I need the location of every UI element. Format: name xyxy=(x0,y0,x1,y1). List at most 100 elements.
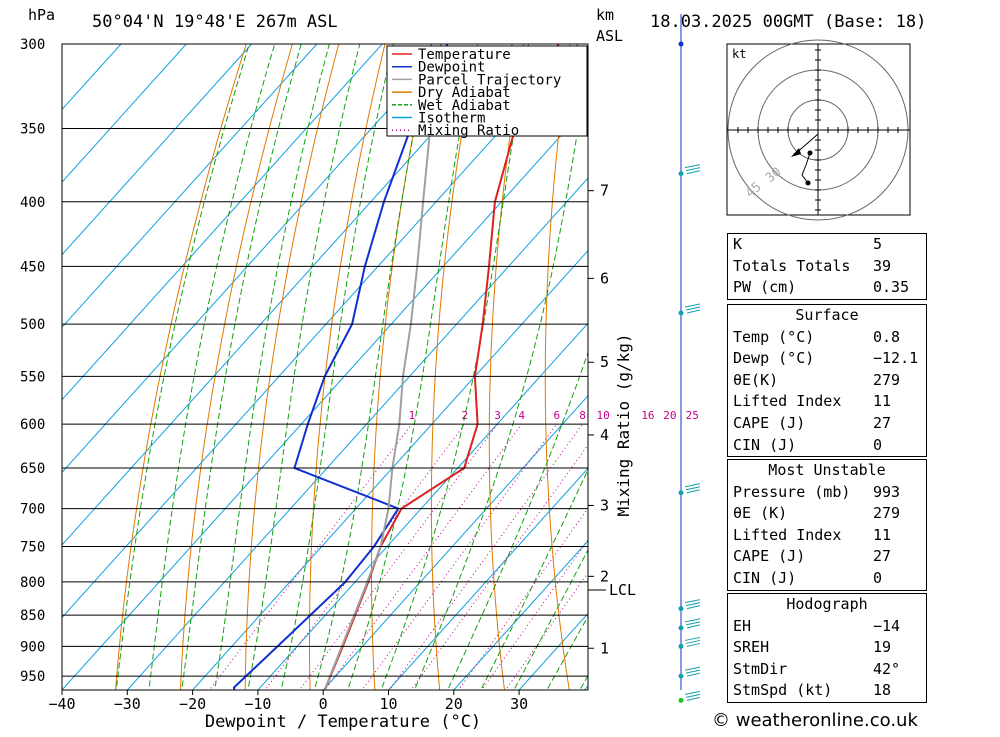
hodograph-table-row-value: 18 xyxy=(873,681,892,700)
x-tick-label: 0 xyxy=(319,695,328,713)
isotherm-line xyxy=(322,395,588,690)
hodograph-table-row-label: StmSpd (kt) xyxy=(733,681,833,700)
mixing-ratio-line xyxy=(208,423,413,690)
mixing-ratio-label: 6 xyxy=(553,409,560,422)
surface-row-value: 0 xyxy=(873,435,883,454)
height-tick-label: 5 xyxy=(600,353,609,371)
surface-row-value: −12.1 xyxy=(873,349,919,368)
surface-row: Dewp (°C) −12.1 xyxy=(728,348,926,370)
height-tick-label: 2 xyxy=(600,567,609,585)
pressure-tick-label: 400 xyxy=(20,195,45,211)
height-tick-label: 3 xyxy=(600,496,609,514)
wet-adiabat-line xyxy=(247,44,361,690)
wind-barb xyxy=(684,599,701,610)
wind-level-dot xyxy=(678,41,684,47)
surface-row-value: 279 xyxy=(873,370,901,389)
most-unstable-row: CAPE (J) 27 xyxy=(728,546,926,568)
isotherm-line xyxy=(62,44,252,256)
hodograph-table-row-label: EH xyxy=(733,616,752,635)
index-row: PW (cm) 0.35 xyxy=(728,277,926,299)
indices-panel: K 5 Totals Totals 39 PW (cm) 0.35 xyxy=(727,233,927,300)
mixing-ratio-line xyxy=(410,444,588,690)
isotherm-line xyxy=(62,104,588,690)
most-unstable-row: Pressure (mb) 993 xyxy=(728,482,926,504)
most-unstable-row-label: CIN (J) xyxy=(733,568,797,587)
pressure-tick-label: 550 xyxy=(20,369,45,385)
plot-frame xyxy=(61,43,589,691)
height-tick-label: 4 xyxy=(600,426,609,444)
location-title: 50°04'N 19°48'E 267m ASL xyxy=(92,12,338,32)
hodograph-table-row-value: 19 xyxy=(873,638,892,657)
mixing-ratio-axis-label: Mixing Ratio (g/kg) xyxy=(614,333,633,516)
most-unstable-row-value: 993 xyxy=(873,482,901,501)
x-tick-label: 10 xyxy=(379,695,397,713)
most-unstable-row-label: CAPE (J) xyxy=(733,547,806,566)
index-row-value: 5 xyxy=(873,235,883,253)
dry-adiabat-line xyxy=(652,44,702,704)
index-row-value: 39 xyxy=(873,256,892,275)
pressure-tick-label: 750 xyxy=(20,539,45,555)
pressure-tick-label: 500 xyxy=(20,317,45,333)
x-tick-label: 20 xyxy=(445,695,463,713)
surface-row: CAPE (J) 27 xyxy=(728,413,926,435)
hodograph-table-row: StmDir 42° xyxy=(728,659,926,681)
surface-row: CIN (J) 0 xyxy=(728,435,926,457)
dry-adiabat-line xyxy=(115,44,247,690)
wet-adiabat-line xyxy=(546,615,588,690)
hodograph-point xyxy=(807,150,813,156)
isotherm-line xyxy=(62,44,318,328)
datetime-title: 18.03.2025 00GMT (Base: 18) xyxy=(650,12,927,32)
wet-adiabat-line xyxy=(181,44,302,690)
hodograph-table-row-label: SREH xyxy=(733,638,770,657)
pressure-tick-label: 300 xyxy=(20,37,45,53)
most-unstable-title: Most Unstable xyxy=(768,461,886,479)
surface-row: θE(K) 279 xyxy=(728,370,926,392)
pressure-unit-label: hPa xyxy=(28,6,55,24)
wind-barb xyxy=(684,618,701,629)
lcl-label: LCL xyxy=(609,581,636,599)
surface-row-label: Dewp (°C) xyxy=(733,349,815,368)
index-row-label: Totals Totals xyxy=(733,256,851,275)
legend-entry: Parcel Trajectory xyxy=(418,72,561,88)
most-unstable-row-value: 11 xyxy=(873,525,892,544)
legend-entry: Dewpoint xyxy=(418,60,485,76)
most-unstable-row: θE (K) 279 xyxy=(728,503,926,525)
index-row-label: K xyxy=(733,235,743,253)
wind-level-dot xyxy=(678,606,684,612)
legend-entry: Dry Adiabat xyxy=(418,85,511,101)
surface-row-label: Temp (°C) xyxy=(733,327,815,346)
wind-barb xyxy=(684,483,701,494)
pressure-tick-label: 800 xyxy=(20,575,45,591)
mixing-ratio-line xyxy=(324,423,523,690)
mixing-ratio-line xyxy=(388,423,584,690)
mixing-ratio-label: 25 xyxy=(686,409,699,422)
wind-barb xyxy=(684,303,701,314)
most-unstable-row-value: 0 xyxy=(873,568,883,587)
wind-barb xyxy=(684,690,701,701)
wet-adiabat-line xyxy=(313,44,433,690)
pressure-tick-label: 650 xyxy=(20,461,45,477)
isotherm-line xyxy=(62,44,383,401)
surface-row: Lifted Index 11 xyxy=(728,391,926,413)
wind-level-dot xyxy=(678,697,684,703)
pressure-tick-label: 600 xyxy=(20,417,45,433)
dry-adiabat-line xyxy=(430,44,479,690)
mixing-ratio-label: 20 xyxy=(663,409,676,422)
legend-entry: Wet Adiabat xyxy=(418,98,511,114)
isotherm-line xyxy=(62,44,122,111)
hodograph-unit-label: kt xyxy=(732,47,746,61)
x-tick-label: 30 xyxy=(510,695,528,713)
hodograph-table-row-value: −14 xyxy=(873,616,901,635)
surface-row-label: Lifted Index xyxy=(733,392,842,411)
surface-row-label: θE(K) xyxy=(733,370,779,389)
mixing-ratio-label: 10 xyxy=(597,409,610,422)
most-unstable-row-label: θE (K) xyxy=(733,504,788,523)
wind-level-dot xyxy=(678,310,684,316)
hodograph-table-title: Hodograph xyxy=(786,595,868,613)
isotherm-line xyxy=(62,44,448,474)
height-tick-label: 6 xyxy=(600,269,609,287)
most-unstable-panel: Most Unstable Pressure (mb) 993 θE (K) 279 Li… xyxy=(727,459,927,591)
legend-entry: Isotherm xyxy=(418,111,485,127)
hodograph-table-row-label: StmDir xyxy=(733,659,788,678)
